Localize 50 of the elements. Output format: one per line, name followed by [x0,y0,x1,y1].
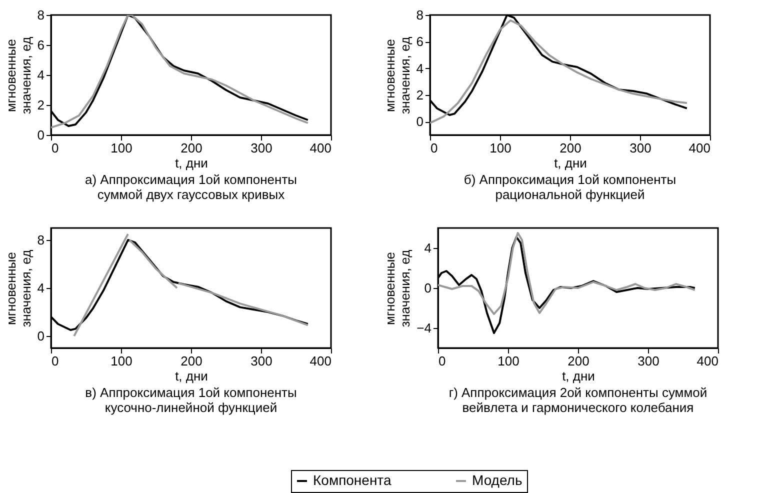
y-tick-label: −4 [416,320,432,336]
y-tick-label: 6 [416,34,424,50]
y-axis-title: мгновенные значения, ед [382,249,413,328]
legend-label: Модель [472,472,522,488]
x-tick-label: 400 [688,140,710,156]
y-tick-label: 8 [37,232,44,248]
text: б) Аппроксимация 1ой компоненты рациональной функцией [464,172,676,202]
y-axis-title: мгновенные значения, ед [3,36,34,114]
x-tick-label: 100 [498,354,520,368]
x-tick-label: 300 [250,354,272,368]
x-tick-label: 400 [310,140,332,156]
y-tick-label: 4 [416,60,424,76]
y-tick-label: 0 [424,280,432,296]
x-axis-title: t, дни [562,368,595,384]
x-tick-label: 100 [110,354,132,368]
y-tick-label: 0 [37,128,44,142]
x-axis-title: t, дни [175,368,208,384]
y-tick-label: 4 [37,68,44,82]
x-tick-label: 100 [490,140,512,156]
y-tick-label: 4 [424,240,432,256]
x-tick-label: 200 [180,140,202,156]
legend-label: Компонента [313,472,392,488]
x-tick-label: 300 [630,140,652,156]
x-tick-label: 100 [110,140,132,156]
x-tick-label: 300 [638,354,660,368]
x-tick-label: 400 [696,354,718,368]
x-tick-label: 200 [568,354,590,368]
line-series [438,232,696,315]
x-tick-label: 0 [438,354,446,368]
y-axis-title: мгновенные значения, ед [3,249,34,328]
x-tick-label: 400 [310,354,332,368]
x-axis-title: t, дни [554,156,587,170]
y-tick-label: 8 [37,8,44,22]
y-tick-label: 6 [37,38,44,52]
y-axis-title: мгновенные значения, ед [382,36,412,114]
x-tick-label: 0 [52,354,59,368]
x-tick-label: 200 [560,140,582,156]
text: в) Аппроксимация 1ой компоненты кусочно-линейной функцией [85,385,297,415]
x-tick-label: 0 [52,140,59,156]
y-tick-label: 8 [416,8,424,22]
text: г) Аппроксимация 2ой компоненты суммой вейвлета и гармонического колебания [448,385,708,415]
y-tick-label: 2 [416,88,424,102]
y-tick-label: 0 [37,328,44,344]
text: а) Аппроксимация 1ой компоненты суммой двух гауссовых кривых [85,172,297,202]
y-tick-label: 4 [37,280,44,296]
y-tick-label: 2 [37,98,44,112]
y-tick-label: 0 [416,114,424,130]
x-tick-label: 300 [250,140,272,156]
x-tick-label: 200 [180,354,202,368]
x-axis-title: t, дни [175,156,208,170]
